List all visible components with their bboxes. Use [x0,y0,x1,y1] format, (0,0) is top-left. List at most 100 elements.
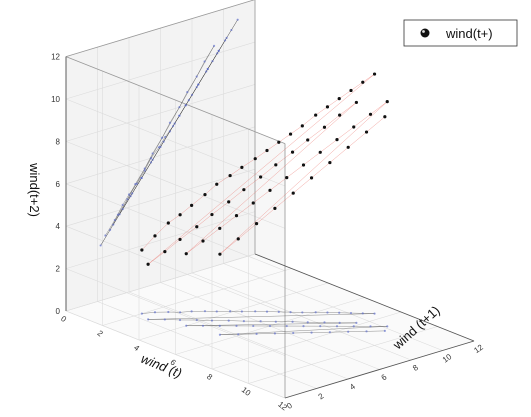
floor-projection-marker [386,325,389,328]
trajectory-segment [302,114,316,127]
wall-projection-marker [151,158,154,161]
trajectory-segment [204,184,217,195]
wall-projection-segment [100,229,111,246]
z-tick-label: 12 [51,53,60,62]
data-point [354,100,358,105]
data-point [288,132,293,136]
wall-projection-marker [121,208,124,211]
wall-projection-marker [149,157,153,160]
trajectory-segment [219,215,237,229]
wall-projection-marker [164,135,167,139]
floor-projection-marker [319,325,322,328]
floor-projection-segment [324,322,340,324]
drop-lines [141,73,388,265]
wall-projection-marker [211,60,214,63]
data-point [385,100,389,104]
wall-projection-segment [122,194,130,205]
trajectory-segment [216,175,231,185]
floor-projection-marker [167,310,170,314]
floor-projection-marker [285,324,288,328]
data-point [300,124,304,128]
legend-marker-icon [420,28,430,38]
floor-projection-marker [306,321,309,324]
wall-projection-marker [184,104,187,107]
z-tick-label: 2 [56,265,61,274]
trajectory-segment [366,116,386,133]
data-point [277,140,281,144]
data-point [291,191,295,195]
wall-projection-segment [150,147,160,159]
floor-projection-marker [352,325,355,328]
floor-projection-segment [219,326,388,335]
wall-projection-marker [113,218,116,222]
z-tick-label: 0 [56,307,61,316]
wall-projection-marker [190,93,194,97]
wall-projection-marker [159,145,162,148]
floor-projection-segment [260,320,276,322]
x-tick-label: 2 [96,329,105,339]
trajectory-segment [311,162,331,179]
data-point [178,213,182,217]
x-axis-line [284,340,475,399]
wall-projection-marker [126,198,129,201]
trajectory-segment [353,114,371,128]
wall-projection-marker [112,223,115,226]
floor-projection-marker [195,318,198,322]
grid-line [223,263,443,351]
legend-marker-highlight [422,30,425,33]
trajectory-segment [275,151,293,166]
floor-projection-marker [215,310,218,313]
data-point [290,150,295,154]
data-point [253,157,257,161]
wall-projection-marker [131,192,134,195]
wall-projection-marker [187,99,190,102]
wall-projection-segment [152,141,164,160]
floor-projection-marker [178,318,182,322]
y-tick-label: 4 [348,382,357,392]
data-point [337,97,341,101]
trajectory-segment [292,139,308,153]
trajectory-segment [229,167,243,176]
data-point [166,221,170,225]
data-point [218,252,222,256]
trajectory-segment [303,152,321,166]
floor-projection-marker [163,318,166,321]
data-point [163,250,167,254]
floor-projection-marker [242,320,245,323]
wall-projection-marker [118,213,121,216]
x-tick-label: 4 [132,343,141,353]
x-tick-label: 6 [169,358,178,368]
data-point [242,188,246,192]
data-point [215,182,219,186]
trajectory-segment [370,101,388,115]
floor-projection-marker [147,318,150,321]
trajectory-segment [164,239,181,252]
y-tick-label: 12 [472,342,485,355]
wall-projection-marker [178,114,181,117]
wall-projection-segment [136,170,145,184]
data-point [259,175,263,179]
trajectory-segment [320,139,338,153]
floor-projection-marker [227,319,230,322]
wall-projection-marker [104,234,107,237]
z-tick-label: 6 [56,180,61,189]
data-point [383,115,387,119]
floor-projection-marker [210,319,214,322]
floor-projection-marker [179,311,182,314]
trajectory-segment [293,177,312,194]
box-edge [65,0,256,57]
data-point [325,105,330,109]
box-edge [65,56,286,144]
data-point [190,203,194,207]
grid-line [65,98,286,187]
wall-projection-marker [205,70,208,73]
data-point [210,212,214,217]
floor-projection-marker [292,331,295,335]
trajectory-segment [348,131,367,148]
floor-projection-marker [373,312,376,315]
trajectory-segment [290,125,303,135]
y-tick-label: 0 [285,401,294,411]
floor-projection-marker [273,332,276,335]
floor-projection-segment [196,319,212,321]
